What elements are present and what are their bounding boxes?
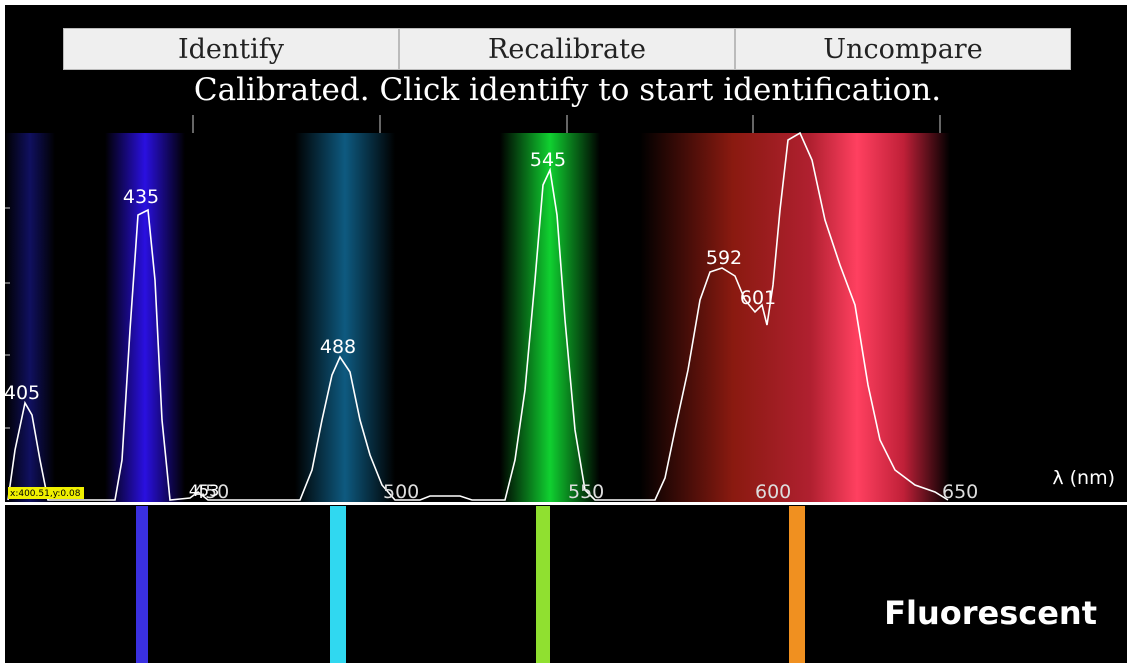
emission-line	[330, 506, 346, 663]
band	[5, 133, 55, 503]
reference-lines	[136, 506, 805, 663]
recalibrate-button[interactable]: Recalibrate	[399, 28, 735, 70]
band	[640, 133, 950, 503]
emission-line	[789, 506, 805, 663]
axis-tick-label: 550	[568, 481, 604, 503]
axis-label: λ (nm)	[1052, 467, 1115, 489]
peak-label: 488	[320, 336, 356, 358]
cursor-readout: x:400.51,y:0.08	[10, 489, 81, 499]
uncompare-button[interactable]: Uncompare	[735, 28, 1071, 70]
axis-tick-label: 500	[383, 481, 419, 503]
peak-label: 453	[189, 481, 220, 500]
peak-label: 405	[4, 382, 40, 404]
spectroscope-app: x:400.51,y:0.08 Fluorescent λ (nm) 45050…	[0, 0, 1127, 663]
identify-button[interactable]: Identify	[63, 28, 399, 70]
peak-label: 601	[740, 287, 776, 309]
axis-tick-label: 650	[942, 481, 978, 503]
axis-tick-label: 600	[755, 481, 791, 503]
reference-name: Fluorescent	[884, 594, 1097, 632]
band	[500, 133, 600, 503]
top-border	[0, 0, 1127, 5]
emission-line	[536, 506, 550, 663]
peak-label: 545	[530, 149, 566, 171]
status-text: Calibrated. Click identify to start iden…	[0, 72, 1127, 108]
band	[295, 133, 395, 503]
peak-label: 592	[706, 247, 742, 269]
peak-label: 435	[123, 186, 159, 208]
emission-line	[136, 506, 148, 663]
